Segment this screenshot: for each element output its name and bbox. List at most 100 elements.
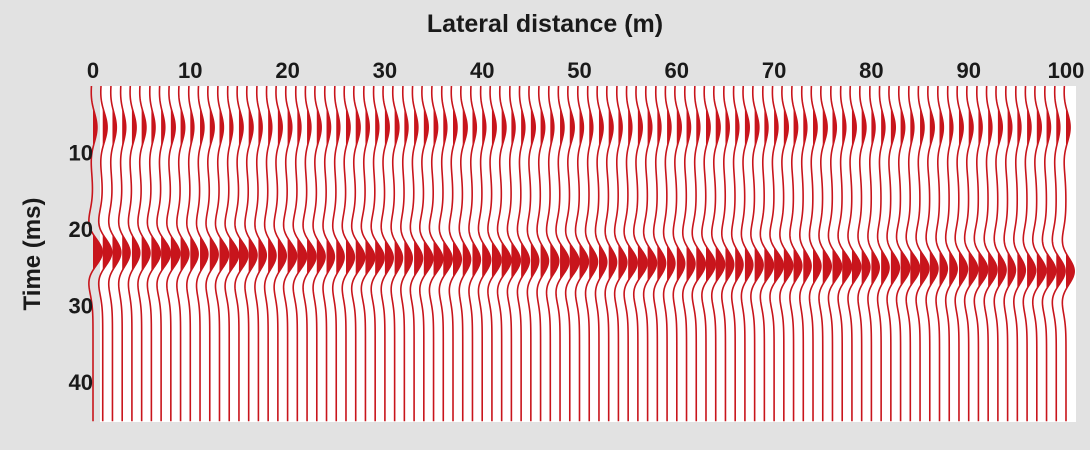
- trace-fill: [715, 107, 725, 283]
- seismic-trace: [370, 85, 385, 422]
- trace-fill: [618, 107, 627, 281]
- trace-line: [438, 85, 453, 422]
- seismic-trace: [107, 85, 122, 422]
- trace-line: [496, 85, 512, 422]
- seismic-trace: [545, 85, 560, 422]
- trace-line: [710, 85, 726, 422]
- trace-line: [244, 85, 258, 422]
- x-tick-label: 50: [567, 58, 591, 83]
- seismic-trace: [536, 85, 550, 422]
- trace-fill: [764, 107, 774, 284]
- trace-line: [963, 85, 979, 422]
- seismic-trace: [428, 85, 444, 422]
- trace-line: [720, 85, 735, 422]
- seismic-trace: [867, 85, 880, 422]
- trace-line: [632, 85, 648, 422]
- trace-line: [117, 85, 131, 422]
- seismic-trace: [341, 85, 356, 422]
- seismic-trace: [205, 85, 219, 422]
- trace-line: [166, 85, 181, 422]
- seismic-trace: [127, 85, 141, 422]
- seismic-trace: [1003, 85, 1017, 422]
- seismic-trace: [244, 85, 258, 422]
- seismic-trace: [400, 85, 414, 422]
- seismic-trace: [740, 85, 754, 422]
- trace-line: [973, 85, 989, 422]
- seismic-trace: [312, 85, 326, 422]
- trace-line: [594, 85, 608, 422]
- trace-fill: [910, 107, 920, 288]
- trace-line: [799, 85, 812, 422]
- seismic-trace: [555, 85, 570, 422]
- trace-line: [564, 85, 580, 422]
- trace-fill: [929, 107, 938, 288]
- trace-fill: [579, 107, 589, 280]
- trace-line: [740, 85, 754, 422]
- trace-fill: [851, 107, 861, 286]
- trace-fill: [783, 107, 793, 285]
- y-tick-label: 40: [69, 370, 93, 395]
- seismic-trace: [701, 85, 717, 422]
- seismic-trace: [506, 85, 522, 422]
- seismic-trace: [574, 85, 590, 422]
- seismic-trace: [273, 85, 288, 422]
- trace-fill: [978, 107, 988, 289]
- seismic-trace: [166, 85, 181, 422]
- trace-line: [954, 85, 969, 422]
- seismic-trace: [292, 85, 308, 422]
- y-tick-label: 20: [69, 217, 93, 242]
- trace-line: [818, 85, 833, 422]
- seismic-trace: [799, 85, 812, 422]
- trace-fill: [637, 107, 648, 282]
- seismic-trace: [827, 85, 843, 422]
- trace-line: [390, 85, 404, 422]
- seismic-trace: [409, 85, 424, 422]
- trace-line: [312, 85, 326, 422]
- trace-line: [156, 85, 172, 422]
- seismic-trace: [584, 85, 599, 422]
- seismic-trace: [847, 85, 862, 422]
- seismic-trace: [973, 85, 989, 422]
- seismic-trace: [769, 85, 785, 422]
- trace-line: [915, 85, 930, 422]
- seismic-trace: [214, 85, 230, 422]
- seismic-trace: [195, 85, 209, 422]
- trace-line: [837, 85, 853, 422]
- seismic-trace: [750, 85, 764, 422]
- trace-line: [808, 85, 822, 422]
- seismic-trace: [1041, 85, 1057, 422]
- trace-fill: [511, 107, 521, 279]
- seismic-trace: [448, 85, 463, 422]
- x-tick-label: 40: [470, 58, 494, 83]
- trace-line: [282, 85, 298, 422]
- trace-line: [350, 85, 366, 422]
- trace-fill: [569, 107, 580, 280]
- seismic-trace: [360, 85, 376, 422]
- seismic-trace: [254, 85, 268, 422]
- trace-fill: [705, 107, 716, 283]
- seismic-trace: [983, 85, 998, 422]
- trace-line: [895, 85, 911, 422]
- trace-fill: [774, 107, 784, 285]
- trace-line: [418, 85, 434, 422]
- trace-line: [526, 85, 540, 422]
- seismic-trace: [681, 85, 696, 422]
- x-tick-label: 10: [178, 58, 202, 83]
- trace-line: [935, 85, 949, 422]
- seismic-trace: [137, 85, 151, 422]
- trace-line: [750, 85, 764, 422]
- trace-line: [857, 85, 871, 422]
- seismic-trace: [186, 85, 199, 422]
- seismic-trace: [886, 85, 901, 422]
- trace-line: [905, 85, 921, 422]
- trace-line: [789, 85, 803, 422]
- seismic-trace: [993, 85, 1007, 422]
- trace-fill: [1036, 107, 1046, 289]
- trace-line: [701, 85, 717, 422]
- trace-line: [1013, 85, 1027, 422]
- trace-line: [867, 85, 880, 422]
- x-tick-label: 20: [275, 58, 299, 83]
- trace-line: [380, 85, 394, 422]
- seismic-trace: [632, 85, 648, 422]
- seismic-trace: [117, 85, 131, 422]
